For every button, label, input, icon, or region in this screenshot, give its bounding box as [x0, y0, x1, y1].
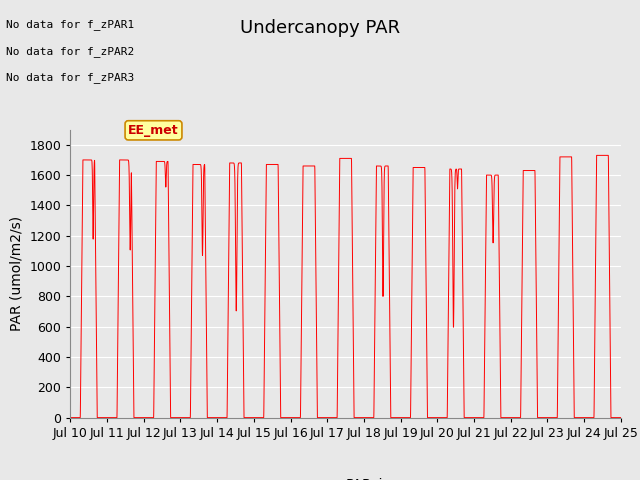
Text: EE_met: EE_met	[128, 124, 179, 137]
Text: No data for f_zPAR3: No data for f_zPAR3	[6, 72, 134, 83]
Legend: PAR_in: PAR_in	[294, 472, 397, 480]
Text: No data for f_zPAR2: No data for f_zPAR2	[6, 46, 134, 57]
Y-axis label: PAR (umol/m2/s): PAR (umol/m2/s)	[10, 216, 24, 331]
Text: No data for f_zPAR1: No data for f_zPAR1	[6, 19, 134, 30]
Text: Undercanopy PAR: Undercanopy PAR	[240, 19, 400, 37]
